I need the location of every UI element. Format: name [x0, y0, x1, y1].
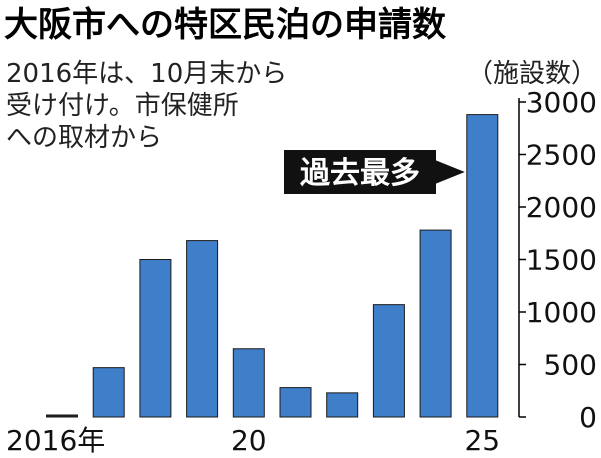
- y-axis-unit-label: （施設数）: [467, 59, 597, 89]
- note-line-1: 2016年は、10月末から: [6, 59, 287, 89]
- x-tick-label-2020: 20: [231, 424, 267, 457]
- y-tick-label-1500: 1500: [526, 244, 597, 277]
- bar-2022: [326, 392, 359, 418]
- callout-pointer: [435, 160, 465, 184]
- y-tick-label-3000: 3000: [526, 86, 597, 119]
- bar-2018: [139, 259, 172, 418]
- bar-series: [46, 114, 499, 418]
- bar-2017: [92, 367, 125, 418]
- y-tick-label-2500: 2500: [526, 139, 597, 172]
- bar-2021: [279, 387, 312, 418]
- chart-title: 大阪市への特区民泊の申請数: [4, 5, 446, 45]
- x-tick-label-2016: 2016年: [6, 424, 105, 457]
- callout: 過去最多: [284, 150, 465, 194]
- y-axis-ticks: 0 500 1000 1500 2000 2500 3000: [519, 86, 597, 434]
- x-tick-label-2025: 25: [464, 424, 500, 457]
- bar-2025: [466, 114, 499, 418]
- callout-text: 過去最多: [300, 156, 420, 191]
- y-tick-label-2000: 2000: [526, 191, 597, 224]
- bar-2019: [186, 240, 219, 418]
- y-tick-label-1000: 1000: [526, 296, 597, 329]
- y-tick-label-500: 500: [544, 349, 597, 382]
- note-line-2: 受け付け。市保健所: [6, 91, 239, 121]
- bar-2024: [419, 229, 452, 418]
- callout-box: [284, 150, 436, 194]
- y-tick-label-0: 0: [579, 401, 597, 434]
- x-axis-ticks: 2016年 20 25: [6, 424, 500, 457]
- note-line-3: への取材から: [6, 123, 162, 153]
- bar-2023: [372, 304, 405, 418]
- bar-2020: [232, 348, 265, 418]
- bar-2016: [46, 414, 78, 418]
